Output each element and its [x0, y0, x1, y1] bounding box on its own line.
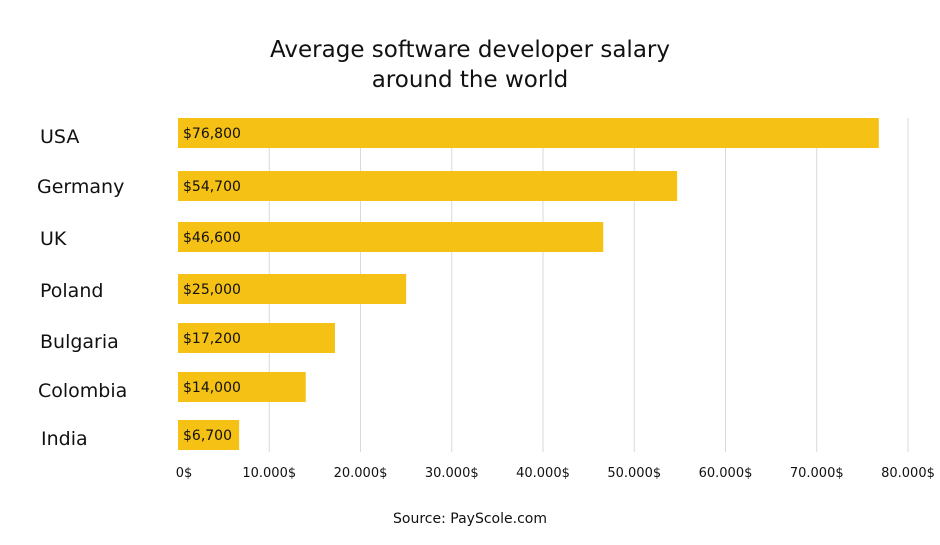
x-tick-label: 30.000$: [425, 466, 479, 481]
category-labels: USA Germany UK Poland Bulgaria Colombia India: [37, 126, 127, 450]
category-label: USA: [40, 126, 79, 148]
bar-india: [178, 420, 240, 450]
bar-value-label: $14,000: [183, 380, 241, 396]
chart-title-line-2: around the world: [372, 67, 569, 93]
bar-bulgaria: [178, 323, 335, 353]
x-tick-label: 70.000$: [790, 466, 844, 481]
bar-usa: [178, 118, 879, 148]
bar-germany: [178, 171, 678, 201]
x-tick-label: 80.000$: [881, 466, 935, 481]
category-label: India: [41, 428, 88, 450]
bar-value-label: $54,700: [183, 179, 241, 195]
x-tick-label: 50.000$: [607, 466, 661, 481]
x-tick-label: 0$: [176, 466, 193, 481]
chart-title-line-1: Average software developer salary: [270, 37, 670, 63]
bar-value-label: $25,000: [183, 282, 241, 298]
bar-value-label: $17,200: [183, 331, 241, 347]
bar-colombia: [178, 372, 306, 402]
source-note: Source: PayScole.com: [393, 511, 547, 527]
x-tick-label: 40.000$: [516, 466, 570, 481]
x-axis-tick-labels: 0$ 10.000$ 20.000$ 30.000$ 40.000$ 50.000$ 60.…: [176, 466, 935, 481]
chart-title: Average software developer salary around…: [270, 37, 670, 93]
bar-value-label: $76,800: [183, 126, 241, 142]
bars: $76,800 $54,700 $46,600 $25,000 $17,200 $14,0…: [178, 118, 879, 450]
category-label: Colombia: [38, 380, 127, 402]
x-tick-label: 60.000$: [699, 466, 753, 481]
x-tick-label: 10.000$: [242, 466, 296, 481]
x-tick-label: 20.000$: [334, 466, 388, 481]
category-label: Poland: [40, 280, 103, 302]
category-label: Bulgaria: [40, 331, 119, 353]
bar-uk: [178, 222, 604, 252]
category-label: UK: [40, 228, 67, 250]
bar-poland: [178, 274, 407, 304]
bar-value-label: $46,600: [183, 230, 241, 246]
bar-value-label: $6,700: [183, 428, 232, 444]
category-label: Germany: [37, 176, 124, 198]
